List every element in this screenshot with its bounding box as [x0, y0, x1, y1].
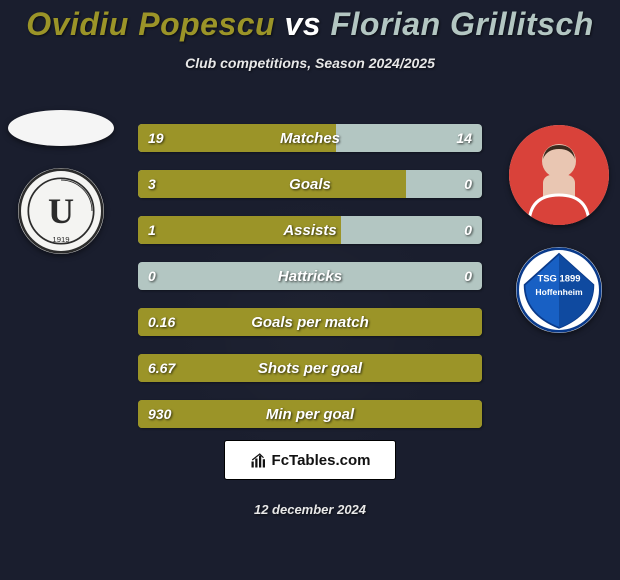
subtitle: Club competitions, Season 2024/2025 [0, 55, 620, 71]
svg-text:Hoffenheim: Hoffenheim [535, 287, 583, 297]
stat-row: Hattricks00 [138, 262, 482, 290]
player2-photo-placeholder-icon [509, 125, 609, 225]
chart-icon [250, 451, 268, 469]
stat-row: Matches1914 [138, 124, 482, 152]
player1-avatar [8, 110, 114, 146]
title-player2: Florian Grillitsch [330, 6, 593, 42]
stat-bars: Matches1914Goals30Assists10Hattricks00Go… [138, 124, 482, 446]
stat-row: Min per goal930 [138, 400, 482, 428]
stat-value-p1: 6.67 [148, 354, 175, 382]
date-text: 12 december 2024 [0, 502, 620, 517]
bar-segment-p1 [138, 308, 482, 336]
stat-value-p2: 0 [464, 262, 472, 290]
svg-text:U: U [48, 191, 74, 231]
stat-value-p1: 0 [148, 262, 156, 290]
bar-segment-p1 [138, 124, 336, 152]
stat-row: Goals30 [138, 170, 482, 198]
brand-badge[interactable]: FcTables.com [224, 440, 396, 480]
universitatea-cluj-logo-icon: U 1919 [18, 168, 104, 254]
stat-value-p2: 14 [456, 124, 472, 152]
player2-avatar [509, 125, 609, 225]
bar-segment-p1 [138, 400, 482, 428]
stat-value-p1: 930 [148, 400, 171, 428]
title-vs: vs [284, 6, 330, 42]
title-player1: Ovidiu Popescu [26, 6, 275, 42]
bar-segment-p1 [138, 216, 341, 244]
hoffenheim-logo-icon: TSG 1899 Hoffenheim [516, 247, 602, 333]
stat-row: Assists10 [138, 216, 482, 244]
stat-row: Shots per goal6.67 [138, 354, 482, 382]
stat-value-p2: 0 [464, 170, 472, 198]
brand-text: FcTables.com [272, 452, 371, 469]
stat-value-p2: 0 [464, 216, 472, 244]
player1-club-logo: U 1919 [18, 168, 104, 254]
player2-column: TSG 1899 Hoffenheim [504, 125, 614, 333]
player2-club-logo: TSG 1899 Hoffenheim [516, 247, 602, 333]
player1-column: U 1919 [6, 110, 116, 254]
stat-row: Goals per match0.16 [138, 308, 482, 336]
svg-text:1919: 1919 [52, 235, 69, 244]
bar-track [138, 262, 482, 290]
page-title: Ovidiu Popescu vs Florian Grillitsch [0, 0, 620, 43]
stat-value-p1: 19 [148, 124, 164, 152]
stat-value-p1: 3 [148, 170, 156, 198]
svg-text:TSG 1899: TSG 1899 [537, 273, 580, 284]
bar-segment-p1 [138, 354, 482, 382]
stat-value-p1: 1 [148, 216, 156, 244]
bar-segment-p1 [138, 170, 406, 198]
stat-value-p1: 0.16 [148, 308, 175, 336]
